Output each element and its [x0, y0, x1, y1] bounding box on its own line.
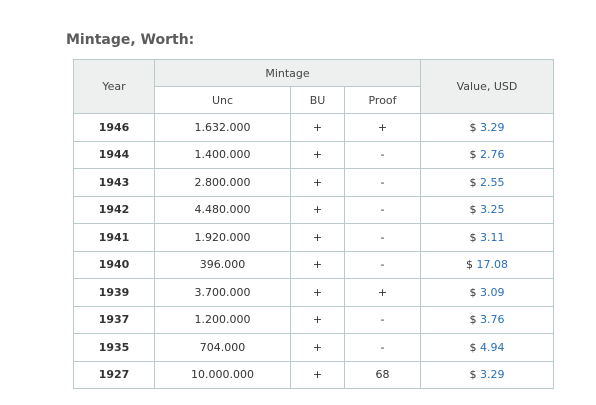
- unc-cell: 2.800.000: [154, 168, 291, 197]
- value-cell: $ 2.55: [420, 168, 554, 197]
- value-link[interactable]: 3.76: [480, 313, 505, 327]
- bu-cell: +: [290, 168, 345, 197]
- bu-cell: +: [290, 278, 345, 307]
- table-row: 1943 2.800.000 + - $ 2.55: [73, 168, 554, 197]
- proof-cell: -: [344, 333, 421, 362]
- value-cell: $ 3.29: [420, 113, 554, 142]
- year-cell: 1927: [73, 360, 155, 389]
- year-cell: 1946: [73, 113, 155, 142]
- bu-cell: +: [290, 360, 345, 389]
- unc-cell: 1.200.000: [154, 305, 291, 334]
- table-row: 1946 1.632.000 + + $ 3.29: [73, 113, 554, 142]
- value-cell: $ 17.08: [420, 250, 554, 279]
- value-link[interactable]: 2.55: [480, 175, 505, 189]
- value-link[interactable]: 17.08: [476, 258, 509, 272]
- header-proof: Proof: [344, 86, 421, 114]
- bu-cell: +: [290, 305, 345, 334]
- bu-cell: +: [290, 140, 345, 169]
- year-cell: 1939: [73, 278, 155, 307]
- proof-cell: -: [344, 168, 421, 197]
- header-unc: Unc: [154, 86, 291, 114]
- value-cell: $ 3.29: [420, 360, 554, 389]
- value-link[interactable]: 3.29: [480, 120, 505, 134]
- unc-cell: 4.480.000: [154, 195, 291, 224]
- table-row: 1944 1.400.000 + - $ 2.76: [73, 140, 554, 169]
- table-row: 1939 3.700.000 + + $ 3.09: [73, 278, 554, 307]
- unc-cell: 704.000: [154, 333, 291, 362]
- header-mintage: Mintage: [154, 59, 421, 87]
- value-link[interactable]: 3.09: [480, 285, 505, 299]
- table-row: 1941 1.920.000 + - $ 3.11: [73, 223, 554, 252]
- year-cell: 1935: [73, 333, 155, 362]
- year-cell: 1943: [73, 168, 155, 197]
- currency-symbol: $: [469, 175, 477, 189]
- unc-cell: 1.920.000: [154, 223, 291, 252]
- currency-symbol: $: [469, 368, 477, 382]
- unc-cell: 10.000.000: [154, 360, 291, 389]
- header-year: Year: [73, 59, 155, 114]
- unc-cell: 1.400.000: [154, 140, 291, 169]
- header-bu: BU: [290, 86, 345, 114]
- currency-symbol: $: [469, 203, 477, 217]
- table-row: 1935 704.000 + - $ 4.94: [73, 333, 554, 362]
- currency-symbol: $: [469, 285, 477, 299]
- value-link[interactable]: 4.94: [480, 340, 505, 354]
- currency-symbol: $: [469, 230, 477, 244]
- proof-cell: -: [344, 223, 421, 252]
- bu-cell: +: [290, 195, 345, 224]
- unc-cell: 396.000: [154, 250, 291, 279]
- proof-cell: -: [344, 195, 421, 224]
- year-cell: 1942: [73, 195, 155, 224]
- section-title: Mintage, Worth:: [66, 32, 195, 48]
- bu-cell: +: [290, 333, 345, 362]
- value-link[interactable]: 3.25: [480, 203, 505, 217]
- currency-symbol: $: [469, 120, 477, 134]
- table-body: 1946 1.632.000 + + $ 3.29 1944 1.400.000 + - $ 2.…: [73, 113, 554, 389]
- year-cell: 1937: [73, 305, 155, 334]
- unc-cell: 3.700.000: [154, 278, 291, 307]
- bu-cell: +: [290, 223, 345, 252]
- value-cell: $ 3.25: [420, 195, 554, 224]
- header-value: Value, USD: [420, 59, 554, 114]
- table-row: 1942 4.480.000 + - $ 3.25: [73, 195, 554, 224]
- table-row: 1937 1.200.000 + - $ 3.76: [73, 305, 554, 334]
- proof-cell: +: [344, 113, 421, 142]
- year-cell: 1941: [73, 223, 155, 252]
- bu-cell: +: [290, 250, 345, 279]
- table-row: 1927 10.000.000 +68 $ 3.29: [73, 360, 554, 389]
- value-link[interactable]: 3.11: [480, 230, 505, 244]
- value-cell: $ 3.11: [420, 223, 554, 252]
- proof-cell: 68: [344, 360, 421, 389]
- value-link[interactable]: 2.76: [480, 148, 505, 162]
- proof-cell: -: [344, 140, 421, 169]
- currency-symbol: $: [469, 313, 477, 327]
- proof-cell: -: [344, 250, 421, 279]
- unc-cell: 1.632.000: [154, 113, 291, 142]
- table-row: 1940 396.000 + - $ 17.08: [73, 250, 554, 279]
- bu-cell: +: [290, 113, 345, 142]
- value-cell: $ 3.09: [420, 278, 554, 307]
- mintage-table: Year Mintage Value, USD Unc BU Proof 194…: [73, 59, 554, 389]
- currency-symbol: $: [466, 258, 473, 272]
- year-cell: 1944: [73, 140, 155, 169]
- currency-symbol: $: [469, 340, 477, 354]
- value-cell: $ 3.76: [420, 305, 554, 334]
- proof-cell: -: [344, 305, 421, 334]
- year-cell: 1940: [73, 250, 155, 279]
- proof-cell: +: [344, 278, 421, 307]
- value-cell: $ 4.94: [420, 333, 554, 362]
- value-link[interactable]: 3.29: [480, 368, 505, 382]
- currency-symbol: $: [469, 148, 477, 162]
- value-cell: $ 2.76: [420, 140, 554, 169]
